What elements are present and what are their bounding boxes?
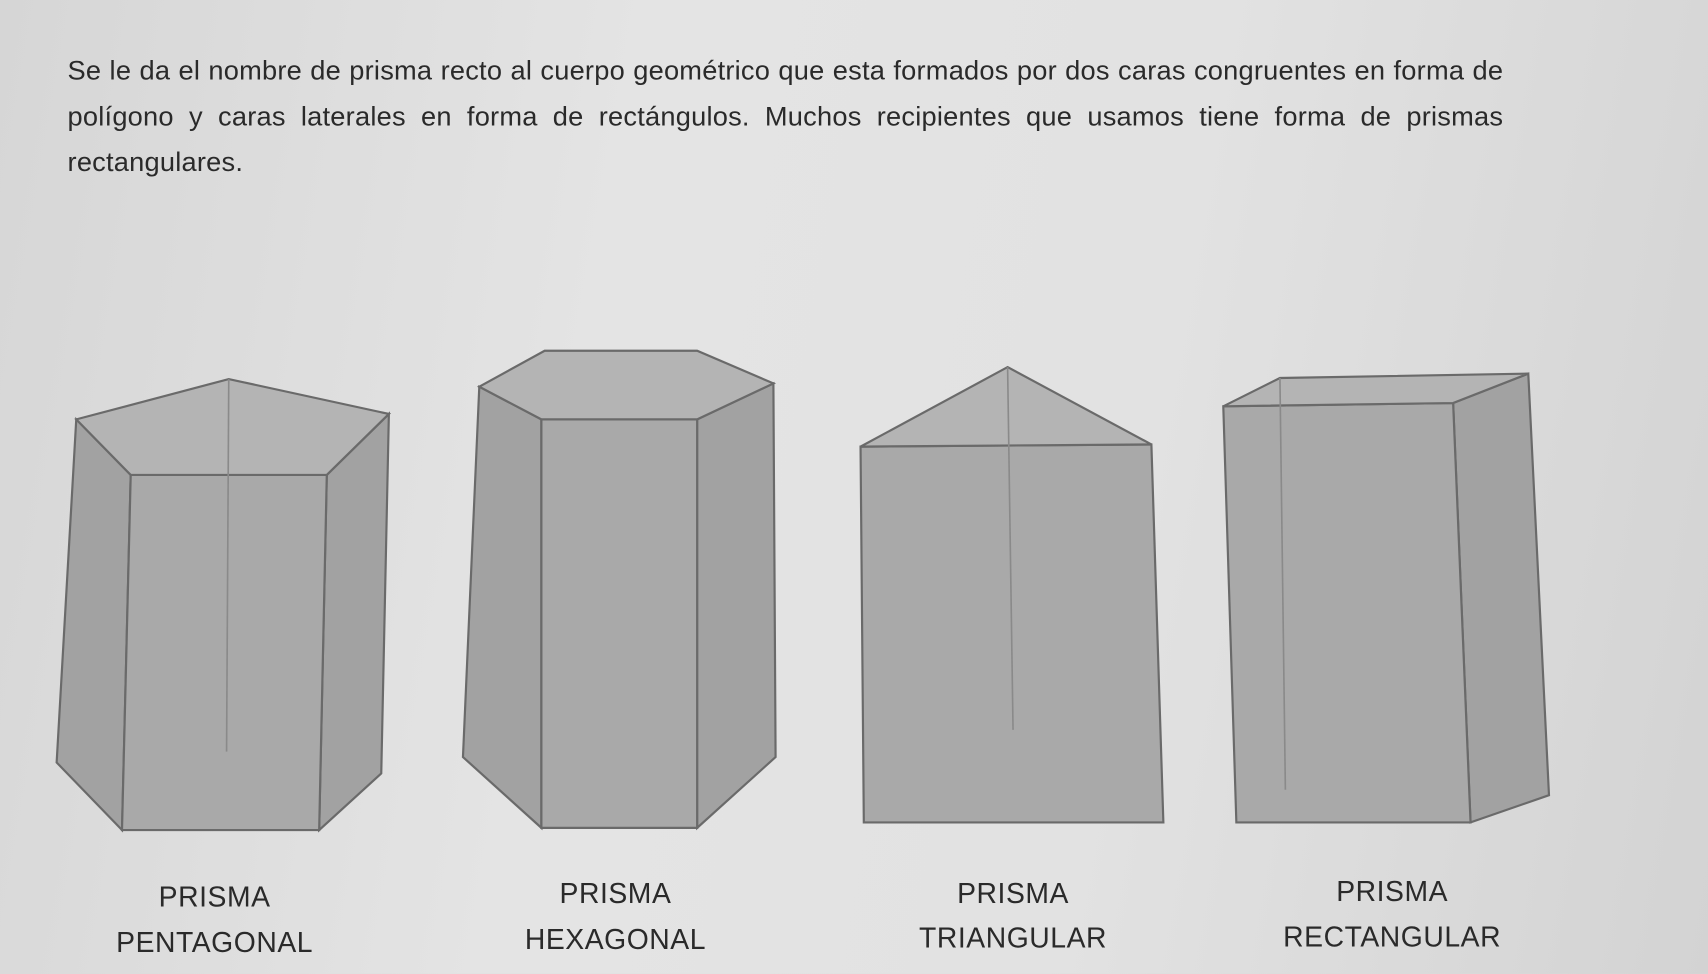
hexagonal-prism — [461, 349, 777, 831]
intro-paragraph: Se le da el nombre de prisma recto al cu… — [67, 55, 1504, 178]
label-pentagonal-line2: PENTAGONAL — [116, 925, 314, 959]
label-rectangular-line1: PRISMA — [1336, 874, 1449, 908]
label-rectangular-line2: RECTANGULAR — [1283, 920, 1502, 954]
rectangular-prism — [1222, 372, 1551, 824]
label-hexagonal-line1: PRISMA — [559, 876, 672, 910]
pentagonal-prism — [55, 377, 392, 833]
label-hexagonal-line2: HEXAGONAL — [524, 922, 707, 956]
label-triangular-line2: TRIANGULAR — [919, 921, 1108, 955]
triangular-prism — [859, 365, 1165, 824]
label-triangular-line1: PRISMA — [957, 876, 1069, 910]
label-pentagonal-line1: PRISMA — [158, 880, 271, 913]
